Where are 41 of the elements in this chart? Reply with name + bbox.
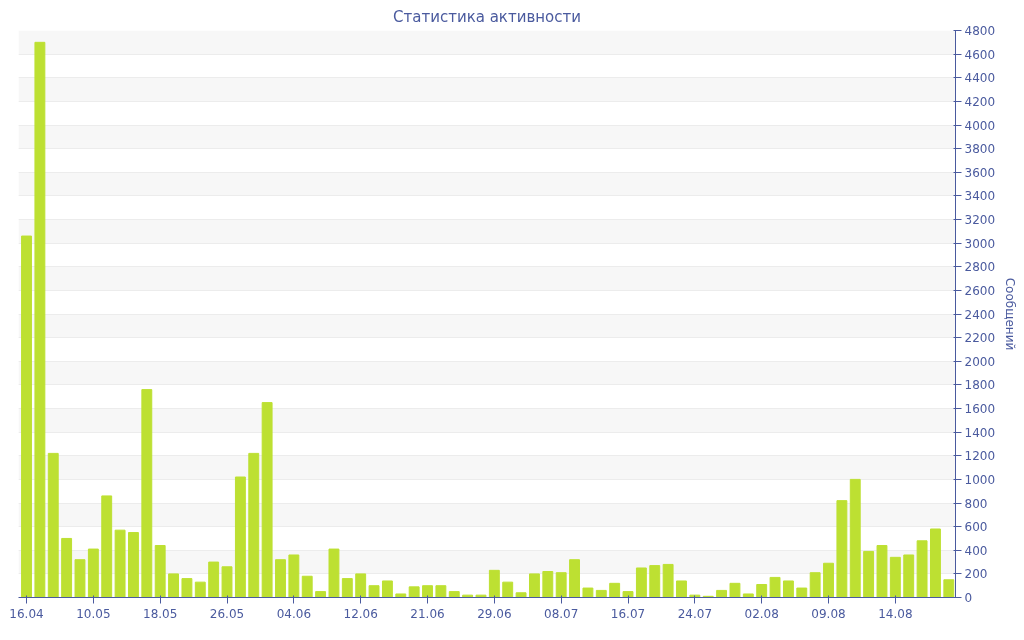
x-tick-label: 16.04 <box>9 606 44 621</box>
y-tick-label: 4400 <box>964 71 996 86</box>
y-tick-label: 2600 <box>964 283 996 298</box>
x-tick-label: 04.06 <box>276 606 312 621</box>
y-tick-label: 2000 <box>964 354 996 369</box>
y-tick-label: 3000 <box>964 236 996 251</box>
y-tick-label: 3800 <box>964 142 996 157</box>
x-tick-label: 29.06 <box>477 606 512 621</box>
y-tick-label: 400 <box>964 543 988 558</box>
y-tick-label: 4000 <box>964 118 996 133</box>
y-tick-label: 4800 <box>964 24 996 38</box>
y-tick-label: 2400 <box>964 307 996 322</box>
y-tick-label: 2800 <box>964 260 996 275</box>
x-tick-label: 14.08 <box>878 606 913 621</box>
y-tick-label: 0 <box>964 591 973 605</box>
y-tick-label: 4200 <box>964 94 996 109</box>
chart-title: Статистика активности <box>393 7 581 26</box>
x-tick-label: 02.08 <box>744 606 779 621</box>
x-tick-label: 18.05 <box>143 606 178 621</box>
y-axis-title: Сообщений <box>1003 277 1018 351</box>
y-tick-label: 1600 <box>964 402 996 416</box>
x-tick-label: 10.05 <box>76 606 111 621</box>
x-tick-label: 24.07 <box>677 606 713 621</box>
y-tick-label: 3400 <box>964 189 996 204</box>
y-tick-label: 4600 <box>964 47 996 62</box>
y-tick-label: 2200 <box>964 331 996 346</box>
y-tick-label: 800 <box>964 496 988 511</box>
x-tick-label: 21.06 <box>410 606 445 621</box>
y-tick-label: 1400 <box>964 425 996 440</box>
y-tick-label: 1000 <box>964 472 996 487</box>
x-tick-label: 08.07 <box>544 606 579 621</box>
x-tick-label: 16.07 <box>610 606 646 621</box>
x-tick-label: 09.08 <box>811 606 846 621</box>
y-tick-label: 600 <box>964 520 988 535</box>
y-tick-label: 1800 <box>964 378 996 393</box>
y-tick-label: 200 <box>964 567 988 582</box>
x-tick-label: 12.06 <box>343 606 378 621</box>
y-tick-label: 3600 <box>964 165 996 180</box>
y-tick-label: 1200 <box>964 449 996 464</box>
y-tick-label: 3200 <box>964 213 996 227</box>
x-tick-label: 26.05 <box>209 606 245 621</box>
